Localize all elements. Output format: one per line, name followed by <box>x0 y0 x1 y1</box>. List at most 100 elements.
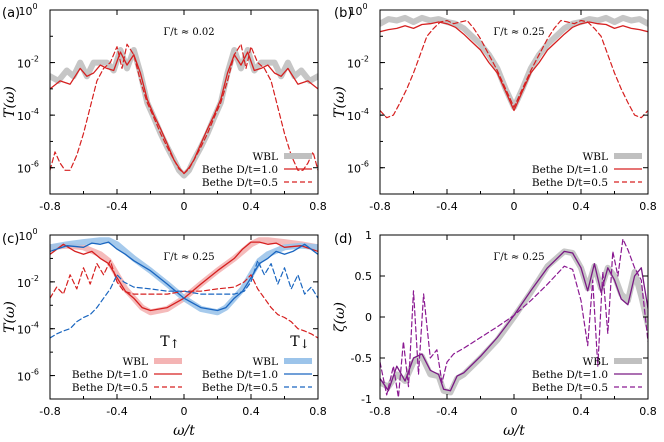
series-bethe-d-t-0-5- <box>50 260 318 339</box>
legend-label: Bethe D/t=1.0 <box>202 369 278 381</box>
series-wbl <box>380 248 648 396</box>
panel-c: -0.8 -0.4 0 0.4 0.810010-210-410-6T(ω)ω/t(c)… <box>2 227 327 439</box>
series-bethe-d-t-1-0- <box>50 241 318 312</box>
y-tick-base: 10 <box>17 58 31 71</box>
x-tick-label: -0.8 <box>369 405 390 418</box>
legend-label: Bethe D/t=1.0 <box>532 164 608 176</box>
y-tick-exp: 0 <box>362 2 367 11</box>
y-tick-label: 1 <box>365 229 372 242</box>
panel-label: (a) <box>2 6 20 21</box>
y-axis-label: T(ω) <box>2 301 18 333</box>
x-tick-label: 0.8 <box>309 405 327 418</box>
x-tick-label: -0.8 <box>369 200 390 213</box>
gamma-annotation: Γ/t ≈ 0.25 <box>493 252 544 263</box>
y-tick-exp: -2 <box>31 55 39 64</box>
y-tick-base: 10 <box>347 58 361 71</box>
legend-group-symbol: T <box>290 334 300 350</box>
x-tick-label: 0.8 <box>309 200 327 213</box>
y-tick-base: 10 <box>17 371 31 384</box>
y-tick-exp: -6 <box>361 160 369 169</box>
y-tick-label: 100 <box>18 2 37 18</box>
y-tick-label: 10-6 <box>17 368 39 384</box>
series-wbl <box>50 47 318 179</box>
series-bethe-d-t-1-0 <box>380 250 648 392</box>
series-bethe-d-t-0-5 <box>380 238 648 398</box>
y-tick-exp: -6 <box>31 368 39 377</box>
y-tick-exp: 0 <box>32 227 37 236</box>
x-tick-label: 0.8 <box>639 405 657 418</box>
x-tick-label: 0 <box>181 200 188 213</box>
y-tick-label: 10-2 <box>347 55 369 71</box>
y-tick-label: -1 <box>361 393 372 406</box>
y-axis-label: T(ω) <box>332 86 348 118</box>
legend-label: Bethe D/t=0.5 <box>532 382 608 394</box>
y-tick-base: 10 <box>17 277 31 290</box>
panel-d: -0.8 -0.4 0 0.4 0.8 1 0.5 0 -0.5 -1 ζ(ω) ω/t (d) Γ/t … <box>332 229 657 439</box>
y-tick-label: 100 <box>348 2 367 18</box>
y-axis-label: ζ(ω) <box>332 302 348 332</box>
y-tick-exp: -4 <box>31 321 39 330</box>
y-tick-exp: -2 <box>361 55 369 64</box>
y-tick-label: 10-4 <box>347 107 369 123</box>
y-tick-base: 10 <box>17 163 31 176</box>
legend-group-arrow: ↑ <box>170 337 180 351</box>
gamma-annotation: Γ/t ≈ 0.25 <box>163 252 214 263</box>
legend-group-title: T↑ <box>160 334 179 351</box>
x-tick-label: -0.4 <box>106 405 127 418</box>
y-tick-base: 10 <box>18 230 32 243</box>
series-bethe-d-t-0-5 <box>380 19 648 119</box>
x-tick-label: -0.8 <box>39 200 60 213</box>
x-tick-label: 0.4 <box>572 405 590 418</box>
series-bethe-d-t-0-5 <box>50 43 318 175</box>
y-tick-exp: -6 <box>31 160 39 169</box>
legend-label: WBL <box>123 356 149 368</box>
legend-group-symbol: T <box>160 334 170 350</box>
gamma-annotation: Γ/t ≈ 0.02 <box>163 27 214 38</box>
y-tick-exp: 0 <box>32 2 37 11</box>
y-tick-label: 10-6 <box>347 160 369 176</box>
y-tick-label: 10-6 <box>17 160 39 176</box>
y-axis-label: T(ω) <box>2 86 18 118</box>
legend-label: WBL <box>583 356 609 368</box>
x-axis-label: ω/t <box>503 423 525 439</box>
y-tick-base: 10 <box>17 110 31 123</box>
y-tick-label: 0.5 <box>355 270 373 283</box>
y-tick-label: 10-4 <box>17 321 39 337</box>
series-bethe-d-t-1-0- <box>50 241 318 312</box>
gamma-annotation: Γ/t ≈ 0.25 <box>493 27 544 38</box>
series-group <box>50 237 318 339</box>
legend-label: WBL <box>253 151 279 163</box>
legend-label: WBL <box>583 151 609 163</box>
legend-label: Bethe D/t=1.0 <box>72 369 148 381</box>
panel-a: -0.8 -0.4 0 0.4 0.810010-210-410-6T(ω)(a)Γ/t… <box>2 2 327 213</box>
y-tick-label: 10-4 <box>17 107 39 123</box>
x-axis-label: ω/t <box>173 423 195 439</box>
y-tick-label: 10-2 <box>17 274 39 290</box>
y-tick-base: 10 <box>17 324 31 337</box>
x-tick-label: 0.8 <box>639 200 657 213</box>
legend-label: Bethe D/t=0.5 <box>72 382 148 394</box>
y-tick-base: 10 <box>18 5 32 18</box>
legend-group-title: T↓ <box>290 334 309 351</box>
legend-label: Bethe D/t=1.0 <box>202 164 278 176</box>
y-tick-label: 10-2 <box>17 55 39 71</box>
y-tick-exp: -4 <box>31 107 39 116</box>
panel-b: -0.8 -0.4 0 0.4 0.810010-210-410-6T(ω)(b)Γ/t… <box>332 2 657 213</box>
x-tick-label: 0 <box>511 200 518 213</box>
legend-label: Bethe D/t=0.5 <box>202 177 278 189</box>
y-tick-label: 100 <box>18 227 37 243</box>
y-tick-label: 0 <box>365 311 372 324</box>
series-bethe-d-t-0-5- <box>50 260 318 339</box>
legend-label: Bethe D/t=0.5 <box>202 382 278 394</box>
y-tick-base: 10 <box>347 110 361 123</box>
x-tick-label: 0.4 <box>242 200 260 213</box>
y-tick-base: 10 <box>348 5 362 18</box>
x-tick-label: -0.4 <box>436 405 457 418</box>
series-bethe-d-t-1-0 <box>380 21 648 112</box>
legend-label: Bethe D/t=0.5 <box>532 177 608 189</box>
panel-label: (c) <box>2 232 19 247</box>
